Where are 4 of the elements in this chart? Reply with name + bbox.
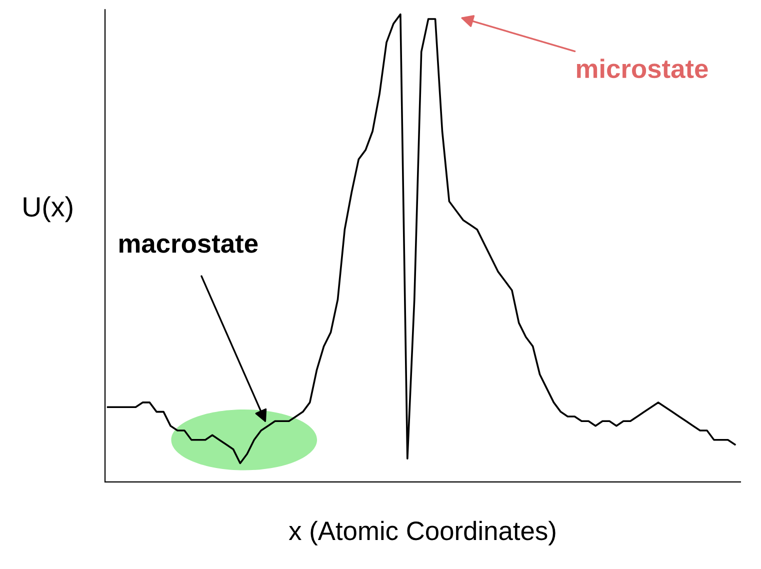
y-axis-title: U(x) [24, 196, 72, 222]
annotation: microstate [576, 58, 708, 78]
annotation: macrostate [119, 235, 258, 253]
x-axis-title: x (Atomic Coordinates) [288, 520, 556, 546]
